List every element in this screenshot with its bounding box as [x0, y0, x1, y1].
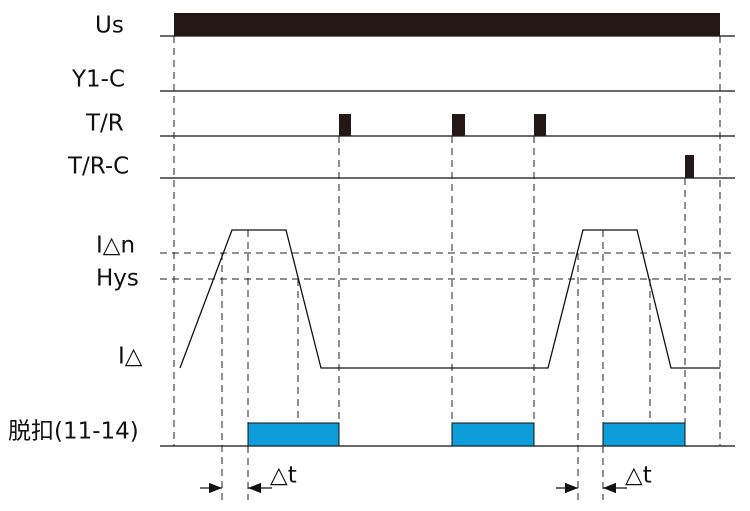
- pulse: [339, 114, 351, 136]
- label-i-delta: I△: [118, 344, 143, 370]
- delay-arrows: △t △t: [200, 463, 652, 494]
- label-tr: T/R: [85, 111, 124, 137]
- pulse: [452, 114, 465, 136]
- trip-block: [247, 422, 340, 447]
- current-waveform: [179, 229, 720, 369]
- label-hys: Hys: [96, 266, 139, 292]
- vertical-guides: [173, 36, 721, 500]
- label-i-delta-n: I△n: [96, 233, 135, 259]
- label-trc: T/R-C: [67, 154, 129, 180]
- label-us: Us: [95, 13, 124, 39]
- tr-pulses: [339, 114, 694, 178]
- us-bar: [174, 13, 720, 36]
- trip-blocks: [247, 422, 686, 447]
- baselines: [160, 35, 735, 447]
- signal-labels: Us Y1-C T/R T/R-C I△n Hys I△ 脱扣(11-14): [8, 13, 143, 445]
- trip-block: [602, 422, 686, 447]
- delay-label: △t: [270, 463, 297, 489]
- trip-block: [451, 422, 535, 447]
- label-trip: 脱扣(11-14): [8, 419, 139, 445]
- pulse: [534, 114, 546, 136]
- delay-label: △t: [625, 463, 652, 489]
- pulse: [685, 155, 694, 178]
- label-y1c: Y1-C: [71, 67, 125, 93]
